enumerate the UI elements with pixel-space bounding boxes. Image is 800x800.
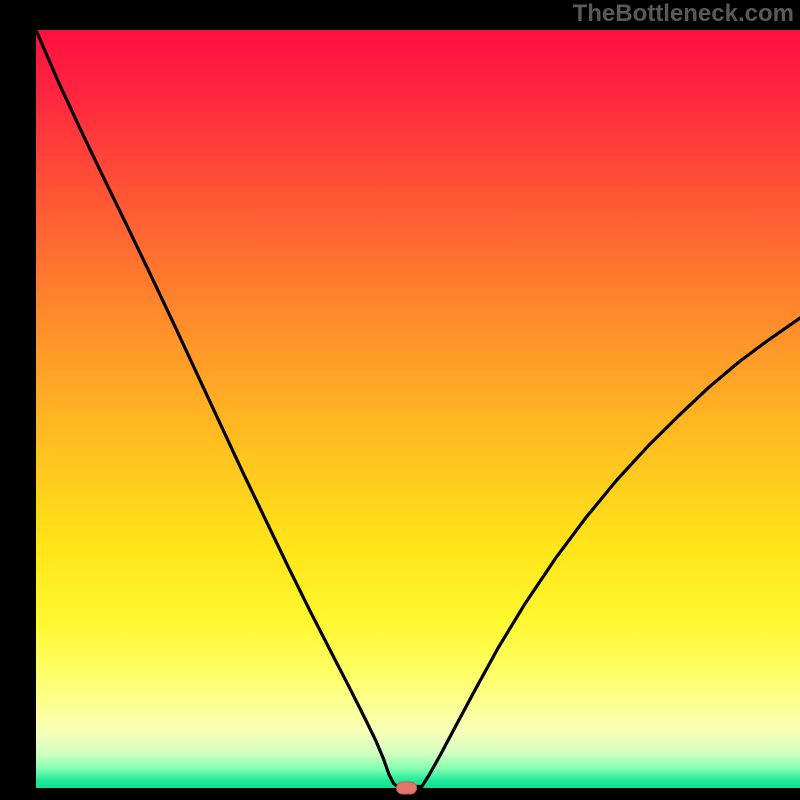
chart-container: TheBottleneck.com (0, 0, 800, 800)
watermark-text: TheBottleneck.com (573, 0, 794, 28)
bottleneck-curve-chart (0, 0, 800, 800)
optimal-point-marker (397, 782, 417, 794)
